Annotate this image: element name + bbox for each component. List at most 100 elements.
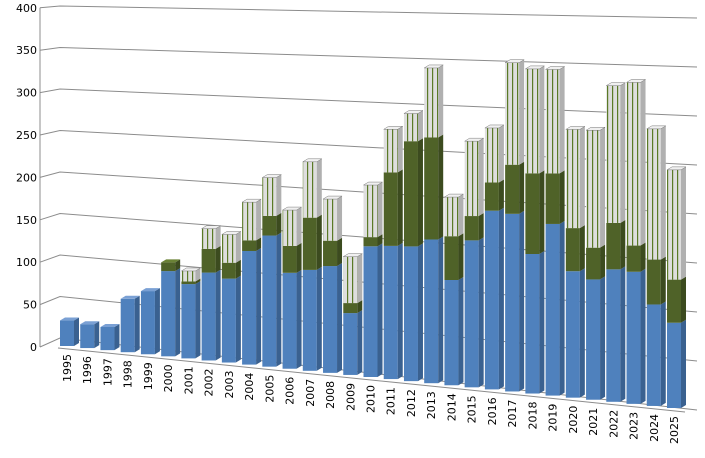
gridline <box>39 5 698 19</box>
bar-segment-side <box>660 125 666 260</box>
bar-segment-side <box>498 179 504 211</box>
gridline <box>39 129 698 166</box>
bar-top <box>220 231 242 235</box>
bar-segment-side <box>377 243 383 377</box>
bar-segment <box>505 164 520 214</box>
bar-segment <box>383 129 398 173</box>
bar-segment-side <box>620 266 626 402</box>
bar-2016 <box>483 124 505 390</box>
bar-segment-side <box>559 66 565 174</box>
bar-segment <box>626 245 641 272</box>
bar-top <box>423 64 445 69</box>
x-tick-label: 2012 <box>405 389 418 417</box>
bar-segment <box>302 217 317 270</box>
bar-segment <box>262 235 277 367</box>
y-tick-label: 100 <box>16 256 37 269</box>
bar-segment <box>606 222 621 270</box>
bar-segment <box>161 262 176 272</box>
bar-top <box>322 195 343 200</box>
x-tick-label: 2025 <box>668 416 681 444</box>
bar-segment <box>262 177 277 216</box>
bar-segment-side <box>478 237 484 388</box>
bar-top <box>483 124 505 129</box>
x-tick-label: 2018 <box>526 402 539 430</box>
bar-segment-side <box>357 253 363 304</box>
bar-segment <box>323 199 338 241</box>
bar-2014 <box>443 193 465 386</box>
bar-top <box>463 137 485 142</box>
bar-top <box>200 225 222 229</box>
gridline <box>39 46 698 68</box>
bar-segment <box>161 271 176 357</box>
bar-segment <box>525 68 540 174</box>
bar-segment-side <box>417 110 423 142</box>
bar-segment-side <box>276 232 282 367</box>
bar-2018 <box>524 65 546 394</box>
bar-segment <box>363 246 378 377</box>
bar-segment <box>586 279 601 400</box>
x-tick-label: 2022 <box>607 410 620 438</box>
gridlines <box>39 5 698 413</box>
bar-2021 <box>585 127 606 400</box>
bar-segment-side <box>458 233 464 280</box>
bar-segment-side <box>600 276 606 400</box>
bar-segment <box>282 245 297 273</box>
bar-segment <box>424 239 439 384</box>
bar-top <box>80 321 100 325</box>
bar-segment <box>484 210 499 390</box>
bar-segment-side <box>660 256 666 305</box>
bar-segment <box>565 129 580 229</box>
bar-segment <box>363 185 378 238</box>
bar-segment <box>383 245 398 380</box>
bar-segment <box>80 324 95 349</box>
bar-segment-side <box>579 225 585 272</box>
bar-top <box>625 79 647 83</box>
x-tick-label: 1996 <box>81 356 94 384</box>
bar-segment <box>181 281 196 285</box>
bar-segment-side <box>235 259 241 279</box>
bar-segment-side <box>215 245 221 273</box>
bar-segment <box>363 237 378 247</box>
bar-segment <box>201 248 216 273</box>
bar-2007 <box>301 158 323 371</box>
bar-segment-side <box>256 199 262 241</box>
x-tick-label: 2009 <box>344 383 357 411</box>
bar-segment <box>525 254 540 394</box>
bar-segment-side <box>235 231 241 263</box>
bar-segment <box>667 322 681 408</box>
bar-segment-side <box>458 194 464 237</box>
bar-top <box>564 126 586 130</box>
x-tick-label: 2024 <box>648 414 661 442</box>
bar-segment <box>525 173 540 255</box>
bar-segment <box>60 320 74 346</box>
bar-top <box>342 253 364 257</box>
bar-2005 <box>261 174 283 367</box>
bar-segment <box>606 85 621 223</box>
bar-segment-side <box>539 251 545 394</box>
bar-segment <box>343 303 358 314</box>
bar-segment-side <box>195 278 201 285</box>
x-tick-label: 2023 <box>628 412 641 440</box>
bar-2011 <box>382 126 404 380</box>
bar-segment <box>505 213 520 392</box>
bar-top <box>585 127 606 131</box>
bar-top <box>403 110 424 114</box>
bar-segment-side <box>660 301 666 406</box>
bar-segment <box>545 223 560 396</box>
bar-segment-side <box>478 213 484 241</box>
y-tick-label: 300 <box>16 87 37 100</box>
bar-segment <box>181 284 196 359</box>
bar-top <box>443 193 465 198</box>
bar-top <box>504 59 526 63</box>
bar-segment <box>323 240 338 267</box>
bar-segment <box>120 298 135 353</box>
bar-segment <box>565 271 580 398</box>
bar-segment-side <box>397 169 403 246</box>
bar-segment-side <box>316 214 322 270</box>
x-tick-label: 2004 <box>243 373 256 401</box>
y-tick-label: 200 <box>16 171 37 184</box>
bar-2019 <box>544 66 566 396</box>
x-tick-label: 2003 <box>223 371 236 399</box>
x-tick-label: 2005 <box>263 375 276 403</box>
bar-segment-side <box>377 234 383 247</box>
